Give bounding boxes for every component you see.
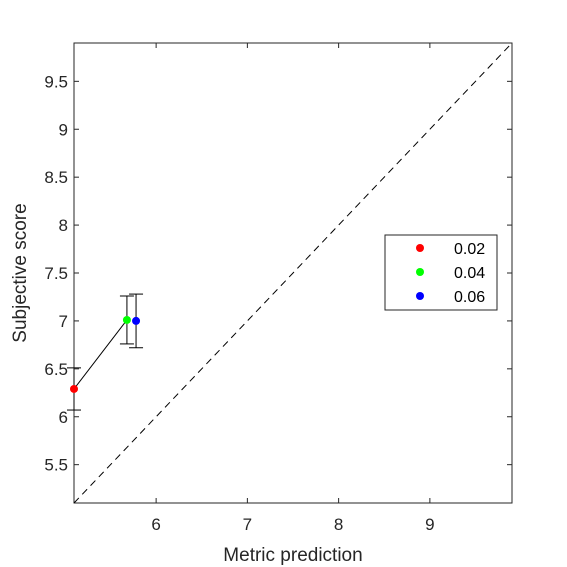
data-point [122, 315, 131, 324]
x-tick-label: 7 [243, 515, 252, 534]
connector-line [73, 319, 128, 390]
x-axis: 6 7 8 9 [151, 43, 435, 534]
legend-marker [416, 244, 424, 252]
legend-entry: 0.02 [454, 241, 485, 258]
legend-entry: 0.04 [454, 265, 485, 282]
y-tick-label: 9.5 [44, 72, 68, 91]
x-axis-label: Metric prediction [223, 545, 362, 566]
x-tick-label: 9 [425, 515, 434, 534]
legend-entry: 0.06 [454, 289, 485, 306]
y-tick-label: 7.5 [44, 264, 68, 283]
y-tick-label: 6 [59, 408, 68, 427]
y-tick-label: 6.5 [44, 360, 68, 379]
y-tick-label: 8 [59, 216, 68, 235]
series-0.04 [119, 295, 134, 345]
legend: 0.02 0.04 0.06 [384, 234, 498, 311]
y-tick-label: 9 [59, 120, 68, 139]
x-tick-label: 8 [334, 515, 343, 534]
reference-line [73, 42, 513, 504]
y-tick-label: 5.5 [44, 456, 68, 475]
series-0.02 [67, 367, 81, 411]
data-point [70, 384, 78, 393]
series-0.06 [129, 293, 144, 349]
y-axis: 5.5 6 6.5 7 7.5 8 8.5 9 9.5 [44, 72, 512, 475]
y-axis-label: Subjective score [10, 203, 31, 342]
x-tick-label: 6 [151, 515, 160, 534]
legend-marker [416, 292, 424, 300]
y-tick-label: 7 [59, 312, 68, 331]
legend-box [384, 234, 498, 311]
legend-marker [416, 268, 424, 276]
y-tick-label: 8.5 [44, 168, 68, 187]
data-point [132, 316, 141, 325]
